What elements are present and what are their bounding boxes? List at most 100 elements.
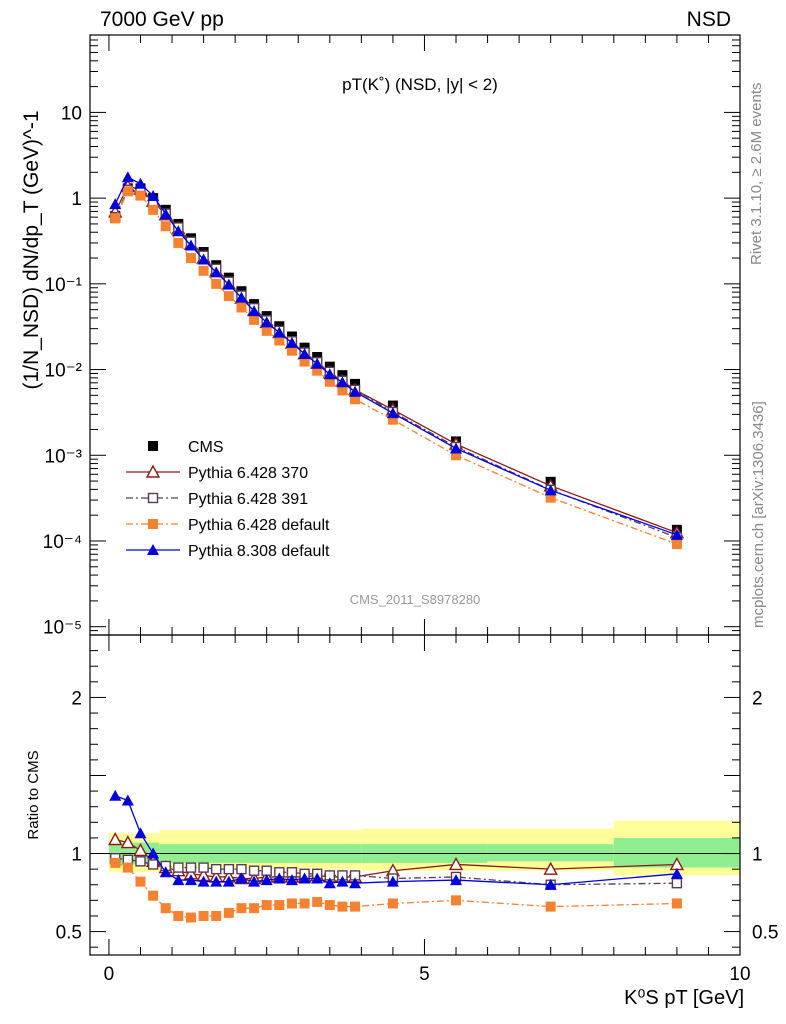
- p8def-point: [197, 253, 210, 265]
- p8def-point: [285, 336, 298, 348]
- p370-ratio-point: [133, 842, 148, 857]
- p8def-ratio-point: [184, 874, 197, 886]
- p8def-ratio-point: [235, 872, 248, 884]
- p6def-ratio-point: [451, 895, 462, 906]
- p391-ratio-point: [211, 863, 222, 875]
- legend-label-p8def: Pythia 8.308 default: [188, 543, 330, 560]
- p391-line: [114, 189, 678, 539]
- p8def-point: [147, 189, 160, 201]
- y-tick-label: 1: [71, 189, 82, 210]
- legend-label-p391: Pythia 6.428 391: [188, 491, 308, 508]
- p8def-point: [298, 347, 311, 359]
- p6def-ratio-point: [135, 876, 146, 887]
- y-tick-label: 10⁻²: [45, 361, 83, 382]
- p391-ratio-point: [248, 865, 260, 876]
- p8def-ratio-point: [298, 872, 311, 884]
- p8def-line: [114, 176, 678, 536]
- main-title: pT(K˚) (NSD, |y| < 2): [342, 75, 498, 94]
- p8def-ratio-point: [109, 789, 122, 801]
- p6def-ratio-point: [350, 901, 361, 912]
- p370-ratio-point: [543, 861, 558, 875]
- p8def-point: [260, 316, 273, 328]
- x-tick-label: 10: [729, 964, 750, 985]
- ratio-y-tick-label: 0.5: [56, 923, 82, 944]
- p8def-ratio-point: [210, 875, 223, 887]
- p8def-ratio-point: [336, 875, 349, 887]
- p6def-point: [337, 385, 348, 396]
- p6def-point: [148, 204, 159, 215]
- p6def-ratio-point: [312, 896, 323, 907]
- p391-ratio-point: [147, 859, 159, 870]
- p6def-point: [324, 376, 335, 387]
- y-tick-label: 10: [61, 103, 82, 124]
- p6def-ratio-point: [545, 901, 556, 912]
- p6def-point: [110, 213, 121, 224]
- p6def-point: [236, 302, 247, 313]
- p391-ratio-point: [671, 877, 683, 889]
- p8def-ratio-point: [260, 874, 273, 886]
- p6def-point: [198, 265, 209, 276]
- p8def-point: [323, 368, 336, 380]
- header-left-label: 7000 GeV pp: [100, 8, 224, 31]
- ratio-y-tick-label-right: 0.5: [752, 923, 778, 944]
- p8def-ratio-line: [115, 795, 677, 886]
- ratio-y-tick-label-right: 1: [752, 845, 763, 866]
- y-tick-label: 10⁻¹: [45, 275, 83, 296]
- p6def-point: [173, 237, 184, 248]
- p6def-point: [451, 450, 462, 461]
- p8def-ratio-point: [248, 875, 261, 887]
- p6def-ratio-point: [324, 900, 335, 911]
- p6def-ratio-point: [299, 898, 310, 909]
- p6def-point: [671, 539, 682, 550]
- p8def-ratio-point: [273, 872, 286, 884]
- y-tick-label: 10⁻⁴: [43, 532, 82, 553]
- p6def-ratio-point: [122, 862, 133, 873]
- mcplots-label: mcplots.cern.ch [arXiv:1306.3436]: [750, 401, 767, 628]
- legend-marker-p391: [147, 492, 159, 504]
- ratio-y-tick-label-right: 2: [752, 688, 763, 709]
- p8def-ratio-point: [222, 875, 235, 887]
- p391-ratio-point: [185, 862, 197, 873]
- p391-ratio-point: [223, 863, 235, 875]
- p8def-point: [222, 278, 235, 290]
- p6def-ratio-point: [185, 912, 196, 923]
- legend: CMS Pythia 6.428 370 Pythia 6.428 391 Pythi…: [126, 439, 330, 560]
- p8def-ratio-point: [670, 867, 683, 879]
- x-tick-label: 0: [104, 964, 115, 985]
- p6def-point: [274, 335, 285, 346]
- p391-ratio-point: [135, 856, 146, 867]
- p6def-point: [387, 414, 398, 425]
- main-y-axis-label: (1/N_NSD) dN/dp_T (GeV)^-1: [20, 110, 43, 389]
- p8def-point: [248, 305, 261, 317]
- legend-marker-p8def: [147, 544, 159, 555]
- p6def-ratio-point: [211, 910, 222, 921]
- uncertainty-band-inner: [487, 844, 614, 862]
- p6def-point: [299, 356, 310, 367]
- ratio-plot-frame: [89, 634, 741, 956]
- p6def-ratio-point: [274, 900, 285, 911]
- p8def-point: [386, 407, 399, 419]
- p6def-point: [122, 186, 133, 197]
- p8def-point: [172, 225, 185, 237]
- p370-ratio-point: [108, 832, 123, 846]
- p6def-point: [261, 325, 272, 336]
- p6def-ratio-point: [387, 898, 398, 909]
- p6def-point: [249, 314, 260, 325]
- legend-label-p6def: Pythia 6.428 default: [188, 517, 330, 534]
- analysis-id-label: CMS_2011_S8978280: [350, 592, 481, 607]
- p8def-ratio-point: [134, 827, 147, 839]
- p6def-point: [223, 291, 234, 302]
- legend-marker-cms: [148, 441, 158, 451]
- p6def-point: [211, 278, 222, 289]
- p8def-point: [311, 357, 324, 369]
- main-plot: 10⁻⁵ 10⁻⁴ 10⁻³ 10⁻² 10⁻¹ 1 10 pT(K˚) (NSD, |y|…: [20, 34, 741, 639]
- p6def-point: [545, 492, 556, 503]
- p6def-ratio-point: [110, 857, 121, 868]
- p6def-ratio-point: [286, 898, 297, 909]
- x-tick-label: 5: [419, 964, 430, 985]
- p8def-ratio-point: [121, 794, 134, 806]
- p6def-ratio-point: [160, 903, 171, 914]
- p8def-ratio-point: [386, 875, 399, 887]
- ratio-y-tick-label: 2: [71, 688, 82, 709]
